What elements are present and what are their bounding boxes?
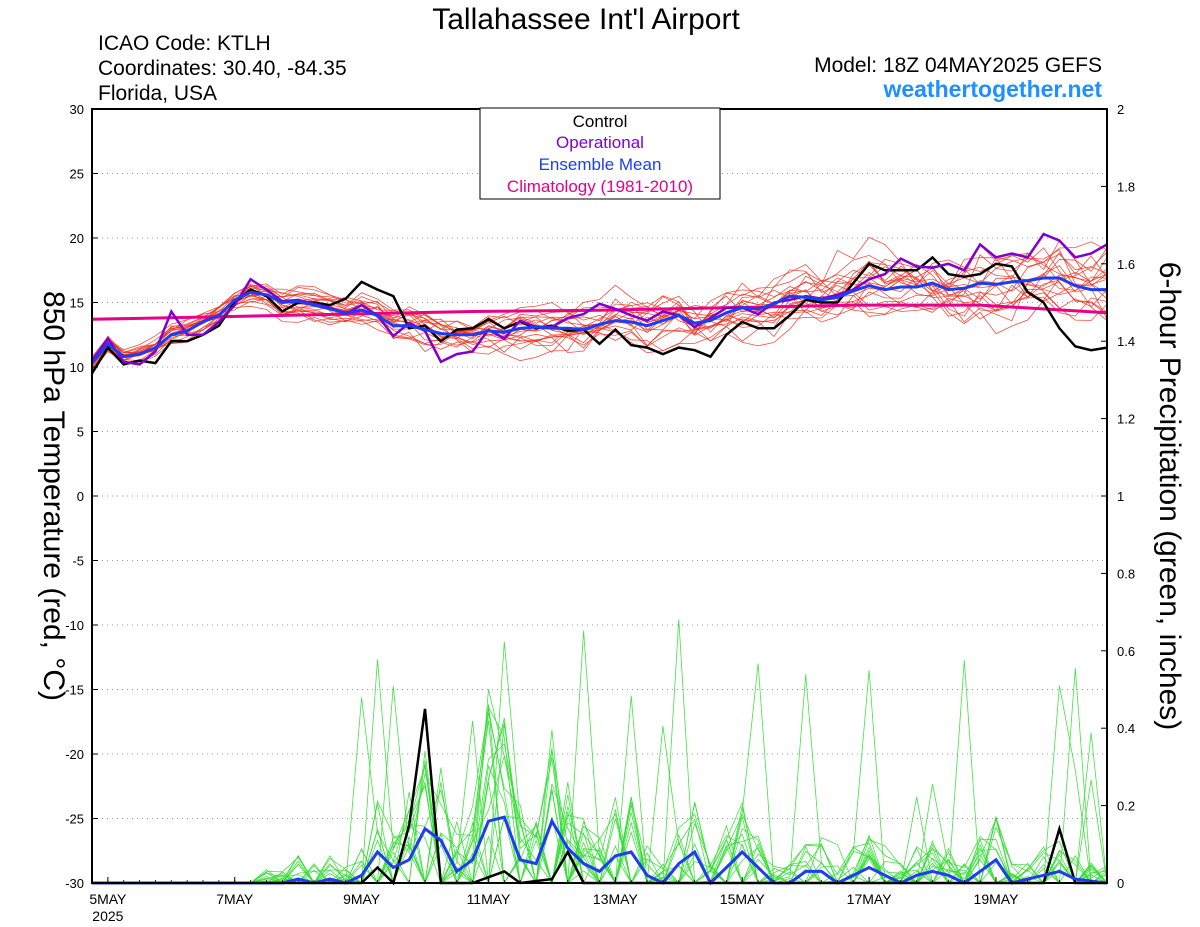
x-tick-label: 11MAY [467,891,511,907]
left-tick-label: -15 [65,683,84,698]
legend: Control Operational Ensemble Mean Climat… [479,107,721,200]
location: Florida, USA [98,82,217,105]
right-tick-label: 1.4 [1117,334,1135,349]
x-tick-label: 13MAY [593,891,639,907]
x-tick-year: 2025 [92,908,123,924]
left-tick-label: 25 [70,167,84,182]
right-tick-label: 0.2 [1117,799,1135,814]
operational-temperature-line [90,232,1108,366]
legend-operational: Operational [556,133,644,152]
right-tick-label: 0.4 [1117,721,1135,736]
x-tick-label: 9MAY [343,891,381,907]
coordinates: Coordinates: 30.40, -84.35 [98,57,347,80]
x-tick-label: 17MAY [847,891,893,907]
legend-ensemble-mean: Ensemble Mean [539,155,662,174]
left-tick-label: 5 [77,425,84,440]
precipitation-member-line [92,659,1107,885]
x-tick-label: 5MAY [89,891,127,907]
left-tick-label: -20 [65,747,84,762]
icao-code: ICAO Code: KTLH [98,32,271,55]
site-link[interactable]: weathertogether.net [882,76,1102,102]
mean-precipitation-line [92,815,1108,886]
model-run: Model: 18Z 04MAY2025 GEFS [814,54,1102,77]
left-tick-label: 10 [70,360,84,375]
right-tick-label: 0 [1117,876,1124,891]
left-tick-label: 0 [77,489,84,504]
right-tick-label: 2 [1117,102,1124,117]
climatology-line [91,303,1108,321]
mean-temperature-line [90,276,1107,365]
left-tick-label: 15 [70,296,84,311]
right-tick-label: 1 [1117,489,1124,504]
legend-climatology: Climatology (1981-2010) [507,177,693,196]
temperature-member-line [91,247,1108,367]
main-series [90,232,1108,886]
right-tick-label: 1.2 [1117,412,1135,427]
x-tick-label: 15MAY [720,891,766,907]
right-tick-label: 1.8 [1117,179,1135,194]
x-tick-label: 19MAY [974,891,1020,907]
right-tick-label: 0.8 [1117,566,1135,581]
left-tick-label: 20 [70,231,84,246]
legend-control: Control [573,112,628,131]
right-tick-label: 0.6 [1117,644,1135,659]
left-tick-label: -10 [65,618,84,633]
right-axis-label: 6-hour Precipitation (green, inches) [1153,262,1186,731]
x-tick-label: 7MAY [216,891,254,907]
left-tick-label: 30 [70,102,84,117]
temperature-member-line [91,251,1108,363]
left-tick-label: -30 [65,876,84,891]
precipitation-member-line [92,726,1108,885]
right-tick-label: 1.6 [1117,257,1135,272]
left-tick-label: -5 [72,554,84,569]
left-tick-label: -25 [65,812,84,827]
temperature-member-line [91,267,1108,365]
left-axis-label: 850 hPa Temperature (red, °C) [37,291,70,701]
grid-lines [92,173,1107,819]
chart-title: Tallahassee Int'l Airport [432,3,740,36]
